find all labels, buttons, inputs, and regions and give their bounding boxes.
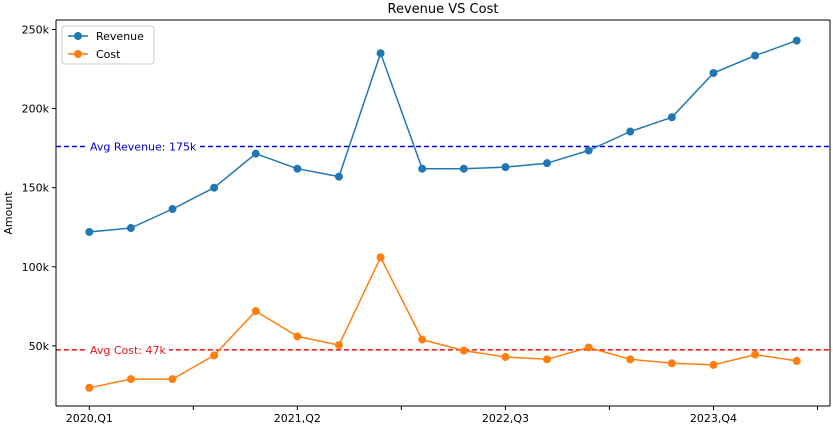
legend-label: Cost [96, 48, 121, 61]
series-line [89, 39, 797, 233]
data-point [792, 36, 801, 45]
chart-title: Revenue VS Cost [388, 2, 499, 17]
data-point [376, 49, 385, 58]
data-point [626, 355, 635, 364]
y-tick-label: 250k [22, 23, 50, 36]
x-tick-label: 2022,Q3 [482, 412, 529, 425]
data-point [501, 352, 510, 361]
data-point [751, 350, 760, 359]
y-tick-label: 150k [22, 182, 50, 195]
data-point [709, 68, 718, 77]
data-point [459, 164, 468, 173]
data-point [210, 351, 219, 360]
data-point [667, 359, 676, 368]
data-point [210, 183, 219, 192]
data-point [293, 332, 302, 341]
series-line [89, 256, 797, 389]
reference-line-label: Avg Revenue: 175k [90, 141, 197, 154]
legend-swatch-marker [74, 32, 82, 40]
data-point [667, 113, 676, 122]
data-point [418, 335, 427, 344]
data-point [459, 346, 468, 355]
data-point [418, 164, 427, 173]
x-tick-label: 2020,Q1 [66, 412, 113, 425]
data-point [584, 343, 593, 352]
y-tick-label: 50k [29, 340, 50, 353]
legend-swatch-marker [74, 50, 82, 58]
y-tick-label: 200k [22, 103, 50, 116]
data-point [168, 375, 177, 384]
y-tick-label: 100k [22, 261, 50, 274]
data-point [251, 149, 260, 158]
data-point [751, 51, 760, 60]
x-tick-label: 2021,Q2 [274, 412, 321, 425]
data-point [85, 383, 94, 392]
data-point [626, 127, 635, 136]
data-point [126, 375, 135, 384]
data-point [584, 146, 593, 155]
data-point [126, 224, 135, 233]
data-point [334, 172, 343, 181]
plot-area: Avg Revenue: 175k Avg Cost: 47k 50k 100k 150… [22, 19, 831, 425]
data-point [168, 205, 177, 214]
reference-label-background [87, 342, 169, 357]
data-point [251, 307, 260, 316]
data-point [334, 341, 343, 350]
data-point [792, 356, 801, 365]
x-tick-label: 2023,Q4 [690, 412, 737, 425]
data-point [85, 227, 94, 236]
data-point [709, 360, 718, 369]
data-point [543, 355, 552, 364]
data-point [293, 164, 302, 173]
legend-label: Revenue [96, 30, 144, 43]
reference-label-background [87, 139, 200, 154]
y-axis-label: Amount [2, 191, 15, 235]
data-point [376, 253, 385, 262]
data-point [501, 163, 510, 172]
reference-line-label: Avg Cost: 47k [90, 344, 167, 357]
data-point [543, 159, 552, 168]
